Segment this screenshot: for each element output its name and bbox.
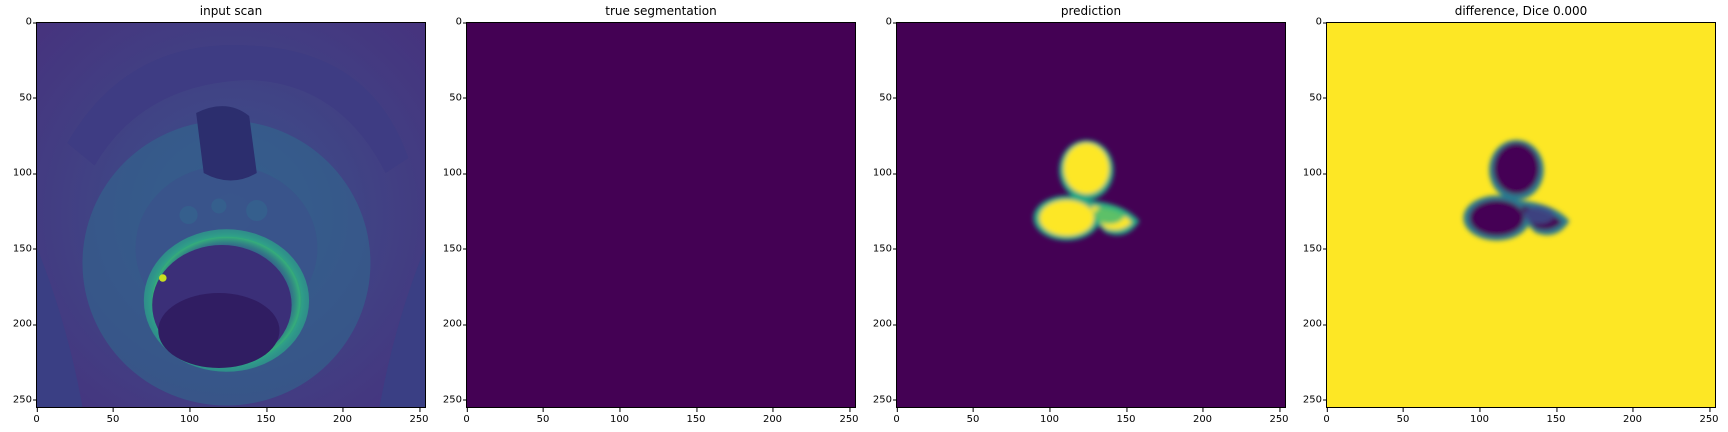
x-tick: 150 — [1116, 408, 1136, 425]
y-tick: 150 — [1290, 243, 1327, 254]
y-tick: 50 — [430, 92, 467, 103]
x-tick: 250 — [1269, 408, 1289, 425]
y-tick: 50 — [860, 92, 897, 103]
y-tick: 150 — [430, 243, 467, 254]
panel-input-scan: input scan — [0, 0, 429, 432]
image-axes — [896, 22, 1286, 408]
segmentation-mask-image — [467, 23, 855, 407]
y-tick: 100 — [430, 168, 467, 179]
x-tick: 250 — [1699, 408, 1719, 425]
y-tick: 150 — [860, 243, 897, 254]
x-tick: 100 — [179, 408, 200, 425]
x-tick: 50 — [966, 408, 980, 425]
x-tick: 0 — [33, 408, 40, 425]
y-tick: 250 — [1290, 394, 1327, 405]
x-tick: 150 — [1546, 408, 1566, 425]
x-tick: 200 — [332, 408, 353, 425]
panel-true-segmentation: true segmentation 0 50 100 150 200 250 0… — [430, 0, 859, 432]
image-axes — [36, 22, 426, 408]
y-tick: 200 — [1290, 319, 1327, 330]
y-tick: 50 — [1290, 92, 1327, 103]
image-axes — [466, 22, 856, 408]
mri-scan-image — [37, 23, 425, 407]
panel-difference: difference, Dice 0.000 0 50 100 150 200 … — [1290, 0, 1719, 432]
x-tick: 0 — [1323, 408, 1330, 425]
x-tick: 250 — [409, 408, 429, 425]
y-tick: 0 — [1290, 17, 1327, 28]
x-tick: 100 — [609, 408, 630, 425]
y-tick: 0 — [860, 17, 897, 28]
y-tick: 250 — [430, 394, 467, 405]
x-tick: 250 — [839, 408, 859, 425]
x-tick: 0 — [893, 408, 900, 425]
y-tick: 100 — [1290, 168, 1327, 179]
panel-title: prediction — [1060, 4, 1122, 18]
y-tick: 150 — [0, 243, 37, 254]
x-tick: 50 — [1396, 408, 1410, 425]
x-tick: 200 — [1192, 408, 1213, 425]
prediction-mask-image — [897, 23, 1285, 407]
y-tick: 0 — [0, 17, 37, 28]
x-tick: 100 — [1039, 408, 1060, 425]
y-tick: 100 — [0, 168, 37, 179]
panel-title: difference, Dice 0.000 — [1454, 4, 1588, 18]
y-tick: 0 — [430, 17, 467, 28]
panel-title: input scan — [199, 4, 263, 18]
y-tick: 250 — [860, 394, 897, 405]
y-tick: 250 — [0, 394, 37, 405]
x-tick: 200 — [1622, 408, 1643, 425]
x-tick: 100 — [1469, 408, 1490, 425]
y-tick: 200 — [860, 319, 897, 330]
x-tick: 50 — [106, 408, 120, 425]
x-tick: 150 — [256, 408, 276, 425]
x-tick: 200 — [762, 408, 783, 425]
y-tick: 50 — [0, 92, 37, 103]
difference-map-image — [1327, 23, 1715, 407]
y-tick: 100 — [860, 168, 897, 179]
y-tick: 200 — [430, 319, 467, 330]
image-axes — [1326, 22, 1716, 408]
panel-prediction: prediction 0 50 100 150 200 250 0 — [860, 0, 1289, 432]
y-tick: 200 — [0, 319, 37, 330]
panel-title: true segmentation — [605, 4, 717, 18]
x-tick: 0 — [463, 408, 470, 425]
x-tick: 50 — [536, 408, 550, 425]
x-tick: 150 — [686, 408, 706, 425]
